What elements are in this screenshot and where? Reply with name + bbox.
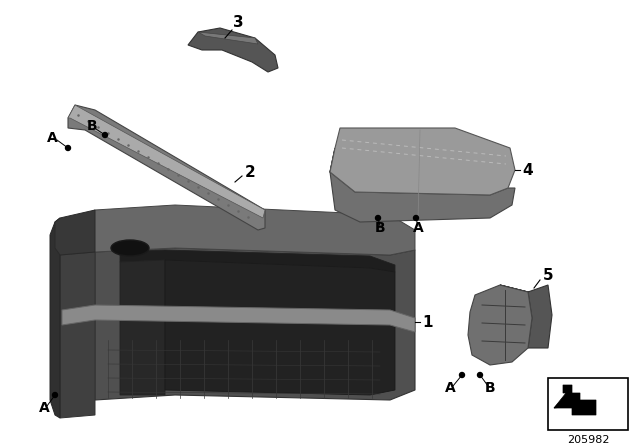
Polygon shape — [500, 285, 552, 348]
Text: A: A — [445, 381, 456, 395]
Polygon shape — [120, 260, 165, 395]
Text: B: B — [374, 221, 385, 235]
Ellipse shape — [111, 240, 149, 256]
Text: 4: 4 — [523, 163, 533, 177]
Polygon shape — [198, 32, 258, 44]
Polygon shape — [120, 250, 395, 272]
Circle shape — [477, 372, 483, 378]
FancyBboxPatch shape — [548, 378, 628, 430]
Circle shape — [102, 133, 108, 138]
Polygon shape — [55, 210, 95, 255]
Polygon shape — [68, 105, 265, 230]
Polygon shape — [50, 218, 60, 418]
Circle shape — [376, 215, 381, 220]
Text: 2: 2 — [244, 164, 255, 180]
Polygon shape — [68, 105, 265, 218]
Polygon shape — [165, 260, 395, 395]
Text: A: A — [413, 221, 424, 235]
Text: B: B — [484, 381, 495, 395]
Circle shape — [460, 372, 465, 378]
Polygon shape — [60, 252, 95, 418]
Circle shape — [413, 215, 419, 220]
Polygon shape — [554, 385, 596, 415]
Text: A: A — [47, 131, 58, 145]
Text: 205982: 205982 — [567, 435, 609, 445]
Text: 3: 3 — [233, 14, 243, 30]
Polygon shape — [330, 128, 515, 195]
Polygon shape — [60, 205, 415, 255]
Polygon shape — [468, 285, 532, 365]
Polygon shape — [330, 148, 515, 222]
Text: 1: 1 — [423, 314, 433, 329]
Text: A: A — [38, 401, 49, 415]
Circle shape — [52, 392, 58, 397]
Polygon shape — [95, 248, 415, 400]
Polygon shape — [554, 394, 568, 408]
Circle shape — [65, 146, 70, 151]
Text: 5: 5 — [543, 267, 554, 283]
Text: B: B — [86, 119, 97, 133]
Polygon shape — [62, 305, 415, 332]
Polygon shape — [188, 28, 278, 72]
